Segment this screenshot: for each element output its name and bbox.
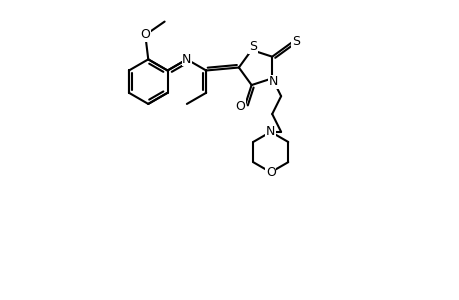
- Text: S: S: [249, 40, 257, 53]
- Text: O: O: [235, 100, 245, 113]
- Text: N: N: [269, 75, 278, 88]
- Text: S: S: [291, 35, 299, 48]
- Text: O: O: [140, 28, 150, 41]
- Text: N: N: [265, 125, 275, 138]
- Text: N: N: [182, 53, 191, 66]
- Text: O: O: [265, 166, 275, 179]
